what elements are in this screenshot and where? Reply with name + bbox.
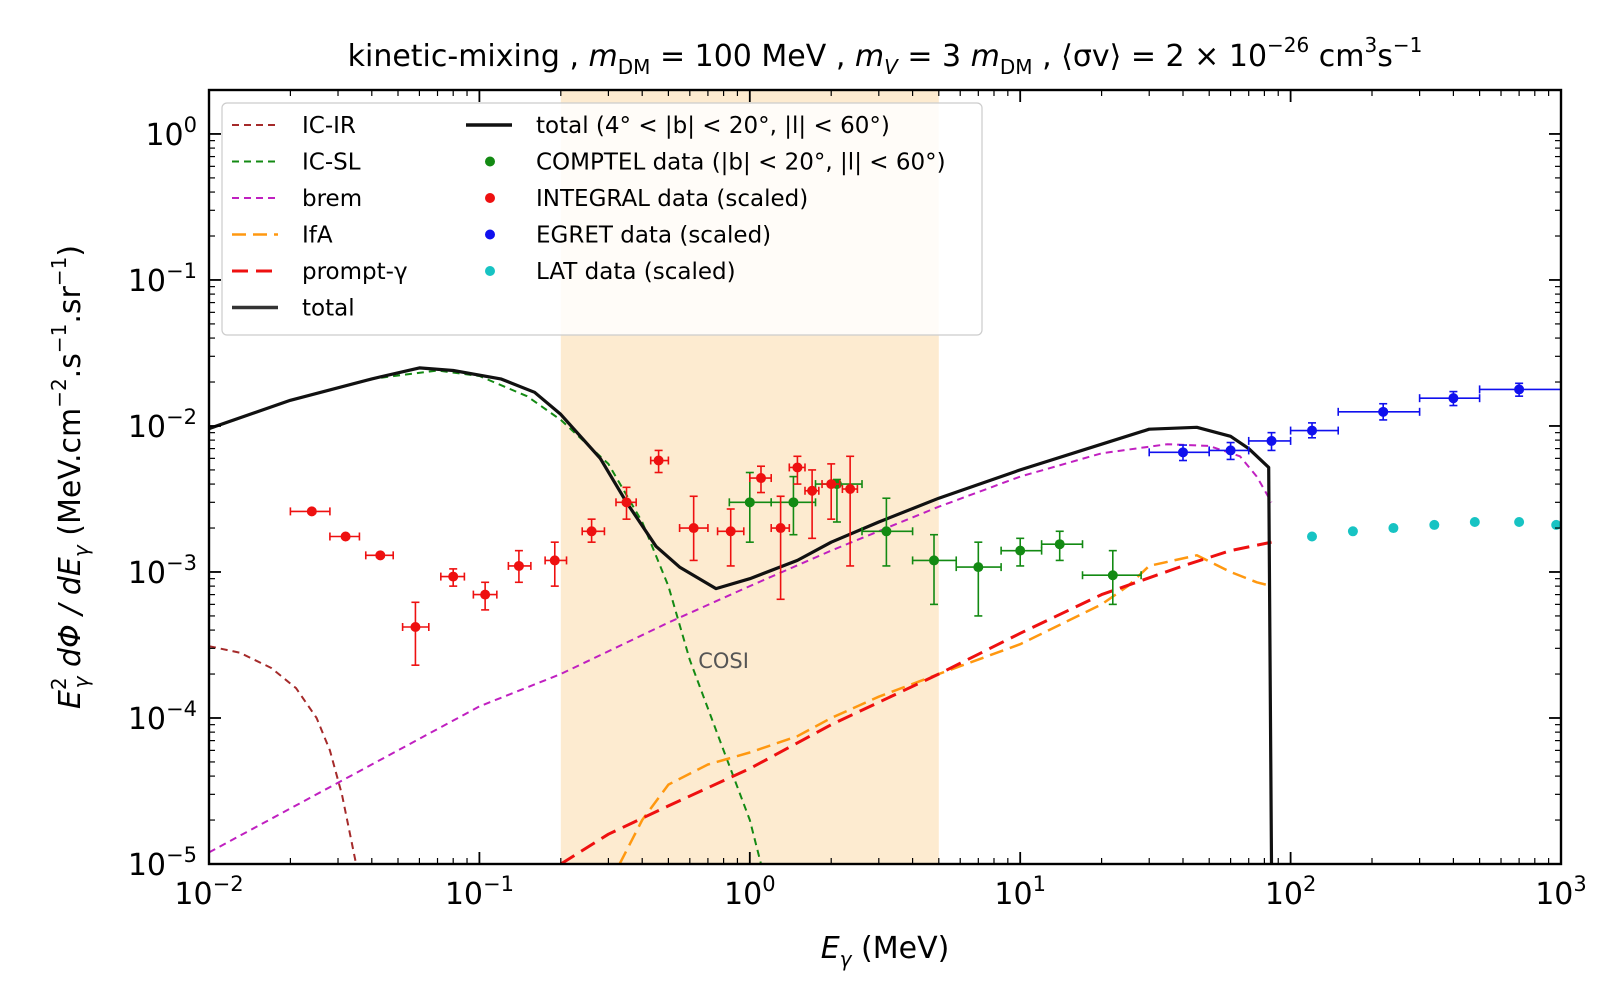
ticks-layer [208, 89, 1562, 865]
comptel-point [861, 497, 914, 567]
comptel-point [728, 471, 773, 543]
x-tick-label: 10−1 [445, 872, 514, 912]
integral-point [649, 449, 670, 474]
integral-point [440, 568, 466, 587]
x-tick-label: 103 [1535, 872, 1587, 912]
y-tick-label: 10−3 [128, 551, 197, 591]
legend-item: IC-IR [232, 113, 356, 139]
x-tick-label: 100 [724, 872, 776, 912]
lat-point [1514, 516, 1525, 527]
integral-point [821, 463, 841, 520]
svg-text:COMPTEL data (|b| < 20°, |l| <: COMPTEL data (|b| < 20°, |l| < 60°) [536, 150, 946, 176]
egret-point [1247, 431, 1292, 452]
integral-point [507, 549, 532, 584]
integral-point [770, 495, 791, 601]
svg-text:IC-IR: IC-IR [302, 113, 356, 139]
integral-point [788, 455, 806, 485]
cosi-label: COSI [698, 649, 749, 673]
comptel-point [1000, 537, 1043, 567]
comptel-point [911, 533, 958, 606]
integral-point [841, 455, 859, 567]
lat-point [1469, 516, 1480, 527]
legend-item: IC-SL [232, 150, 361, 176]
integral-point [678, 495, 709, 562]
lat-point [1388, 523, 1399, 534]
y-tick-label: 10−2 [128, 405, 197, 445]
legend-item: brem [232, 186, 362, 212]
svg-text:EGRET data (scaled): EGRET data (scaled) [536, 223, 771, 249]
svg-text:IC-SL: IC-SL [302, 150, 361, 176]
legend-item: COMPTEL data (|b| < 20°, |l| < 60°) [485, 150, 946, 176]
svg-text:brem: brem [302, 186, 362, 212]
y-axis-label: E2γ dΦ / dEγ (MeV.cm−2.s−1.sr−1) [47, 245, 93, 709]
x-axis-label: Eγ (MeV) [821, 931, 950, 971]
svg-text:INTEGRAL data (scaled): INTEGRAL data (scaled) [536, 186, 808, 212]
integral-point [716, 508, 745, 567]
curve-ic-ir [209, 645, 358, 864]
svg-text:total: total [302, 296, 355, 322]
integral-point [748, 465, 773, 494]
chart-title: kinetic-mixing , mDM = 100 MeV , mV = 3 … [348, 33, 1423, 79]
egret-point [1148, 444, 1211, 462]
comptel-point [1040, 530, 1084, 562]
svg-text:prompt-γ: prompt-γ [302, 259, 408, 285]
data-points-layer [289, 382, 1561, 666]
y-tick-label: 10−1 [128, 259, 197, 299]
legend-item: INTEGRAL data (scaled) [485, 186, 808, 212]
lat-point [1429, 519, 1440, 530]
lat-point [1347, 526, 1358, 537]
integral-point [581, 518, 606, 543]
legend: IC-IR IC-SL brem IfA prompt-γ total total (4° … [221, 102, 983, 336]
plot-frame [207, 88, 1563, 866]
x-tick-label: 10−2 [174, 872, 243, 912]
comptel-point [1081, 549, 1142, 606]
comptel-point [955, 541, 1002, 617]
integral-point [329, 531, 361, 542]
legend-item: total (4° < |b| < 20°, |l| < 60°) [466, 113, 890, 139]
svg-text:LAT data (scaled): LAT data (scaled) [536, 259, 736, 285]
svg-text:IfA: IfA [302, 223, 333, 249]
egret-point [1208, 441, 1250, 461]
integral-point [544, 541, 568, 587]
egret-point [1478, 382, 1561, 397]
legend-item: EGRET data (scaled) [485, 223, 771, 249]
integral-point [364, 550, 395, 561]
curve-total [209, 366, 1274, 864]
legend-item: prompt-γ [232, 259, 408, 285]
curve-brem [209, 443, 1273, 854]
integral-point [472, 581, 498, 611]
lat-point [1307, 531, 1318, 542]
legend-item: LAT data (scaled) [485, 259, 736, 285]
integral-point [289, 506, 331, 517]
y-tick-label: 10−4 [128, 697, 197, 737]
legend-box [221, 102, 983, 336]
egret-point [1289, 422, 1340, 439]
comptel-point [770, 475, 817, 536]
curves-layer [209, 366, 1274, 864]
curve-prompt- [560, 540, 1272, 864]
svg-text:total (4° < |b| < 20°, |l| < 6: total (4° < |b| < 20°, |l| < 60°) [536, 113, 890, 139]
legend-item: total [232, 296, 355, 322]
tick-labels-layer: 10−2 10−1 100 101 102 103 10−5 10−4 10−3 10−2 10−1… [128, 113, 1587, 912]
legend-item: IfA [232, 223, 333, 249]
x-tick-label: 101 [994, 872, 1046, 912]
y-tick-label: 100 [145, 113, 197, 153]
egret-point [1337, 402, 1421, 421]
egret-point [1418, 390, 1481, 407]
integral-point [615, 486, 637, 520]
x-tick-label: 102 [1265, 872, 1317, 912]
integral-point [804, 469, 820, 540]
integral-point [401, 601, 430, 666]
y-tick-label: 10−5 [128, 843, 197, 883]
